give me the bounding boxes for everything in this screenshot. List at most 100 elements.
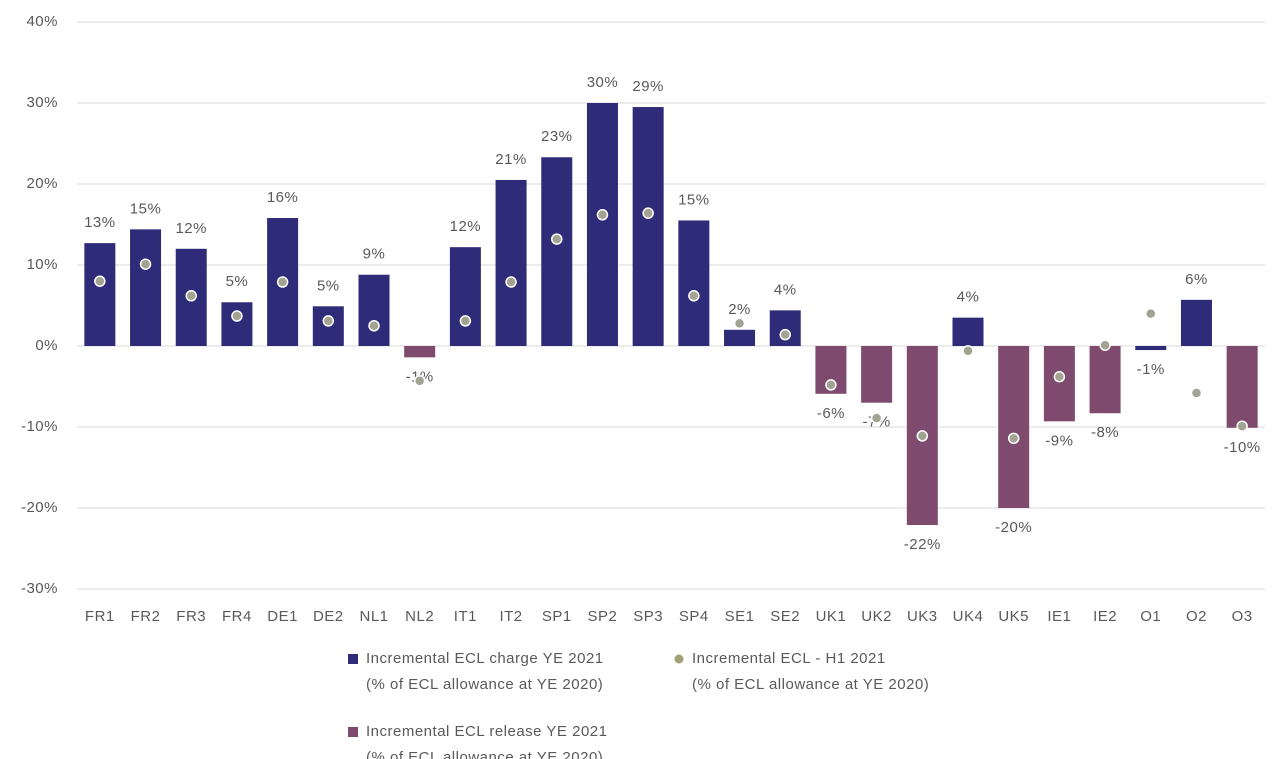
y-tick-label: 40% bbox=[26, 13, 58, 30]
bar bbox=[1043, 346, 1075, 422]
dot bbox=[368, 320, 380, 332]
dot bbox=[322, 315, 335, 327]
dot bbox=[94, 275, 106, 287]
data-label: 23% bbox=[541, 128, 573, 145]
y-tick-label: -20% bbox=[21, 499, 58, 516]
data-label: -6% bbox=[817, 405, 845, 422]
data-label: 12% bbox=[175, 220, 207, 237]
y-tick-label: 10% bbox=[26, 256, 58, 273]
x-tick-label: UK2 bbox=[861, 608, 892, 625]
y-tick-label: 0% bbox=[35, 337, 58, 354]
y-tick-label: -10% bbox=[21, 418, 58, 435]
bar bbox=[130, 229, 162, 346]
bar bbox=[541, 157, 573, 346]
x-tick-label: SP2 bbox=[588, 608, 618, 625]
data-label: 2% bbox=[728, 301, 751, 318]
data-label: 4% bbox=[774, 281, 797, 298]
data-label: 13% bbox=[84, 214, 116, 231]
data-label: -10% bbox=[1224, 439, 1261, 456]
x-tick-label: IE1 bbox=[1047, 608, 1071, 625]
legend-marker bbox=[348, 727, 358, 737]
bar bbox=[449, 247, 481, 346]
data-label: 15% bbox=[678, 191, 710, 208]
x-tick-label: O1 bbox=[1140, 608, 1161, 625]
bar bbox=[221, 302, 253, 346]
dot bbox=[642, 207, 654, 219]
x-tick-label: FR4 bbox=[222, 608, 252, 625]
bar bbox=[861, 346, 893, 403]
bar bbox=[404, 346, 436, 358]
bar bbox=[358, 274, 390, 346]
bar bbox=[952, 317, 984, 346]
x-tick-label: O3 bbox=[1232, 608, 1253, 625]
data-label: 6% bbox=[1185, 271, 1208, 288]
bar bbox=[724, 329, 756, 346]
data-label: 29% bbox=[632, 78, 664, 95]
bar bbox=[1226, 346, 1258, 428]
bar bbox=[495, 179, 527, 346]
dot bbox=[551, 233, 563, 245]
dot bbox=[185, 290, 197, 302]
dot bbox=[1053, 371, 1066, 383]
dot bbox=[231, 310, 243, 322]
bar bbox=[1089, 346, 1121, 414]
dot bbox=[459, 315, 472, 327]
x-tick-label: SP1 bbox=[542, 608, 572, 625]
data-label: -1% bbox=[1137, 361, 1165, 378]
y-tick-label: -30% bbox=[21, 580, 58, 597]
legend-marker bbox=[348, 654, 358, 664]
x-tick-label: SE2 bbox=[770, 608, 800, 625]
data-label: 30% bbox=[587, 74, 619, 91]
data-label: -20% bbox=[995, 519, 1032, 536]
bar bbox=[998, 346, 1030, 508]
data-label: 9% bbox=[363, 246, 386, 263]
legend-marker bbox=[674, 654, 684, 664]
bar bbox=[678, 220, 710, 346]
dot bbox=[779, 328, 791, 341]
bar bbox=[1180, 299, 1212, 346]
dot bbox=[276, 276, 289, 288]
x-tick-label: NL2 bbox=[405, 608, 434, 625]
x-tick-label: DE1 bbox=[267, 608, 298, 625]
data-label: 12% bbox=[450, 218, 482, 235]
bar bbox=[1135, 346, 1167, 351]
x-tick-label: UK3 bbox=[907, 608, 938, 625]
data-label: -22% bbox=[904, 536, 941, 553]
x-tick-label: IE2 bbox=[1093, 608, 1117, 625]
x-tick-label: DE2 bbox=[313, 608, 344, 625]
x-tick-label: UK4 bbox=[953, 608, 984, 625]
y-tick-label: 20% bbox=[26, 175, 58, 192]
legend-label: Incremental ECL charge YE 2021 bbox=[366, 650, 604, 667]
bar bbox=[769, 310, 801, 346]
dot bbox=[1190, 387, 1203, 399]
x-tick-label: IT2 bbox=[499, 608, 522, 625]
legend-sublabel: (% of ECL allowance at YE 2020) bbox=[692, 676, 929, 693]
data-label: 15% bbox=[130, 200, 162, 217]
x-tick-label: SP4 bbox=[679, 608, 709, 625]
x-tick-label: O2 bbox=[1186, 608, 1207, 625]
x-tick-label: FR1 bbox=[85, 608, 115, 625]
dot bbox=[505, 276, 517, 288]
x-tick-label: UK1 bbox=[816, 608, 847, 625]
legend-label: Incremental ECL release YE 2021 bbox=[366, 723, 607, 740]
data-label: -9% bbox=[1045, 432, 1073, 449]
dot bbox=[962, 345, 974, 357]
legend-sublabel: (% of ECL allowance at YE 2020) bbox=[366, 676, 603, 693]
data-label: 21% bbox=[495, 151, 527, 168]
data-label: 16% bbox=[267, 189, 299, 206]
data-label: 5% bbox=[226, 273, 249, 290]
dot bbox=[1007, 432, 1020, 445]
dot bbox=[139, 258, 152, 270]
dot bbox=[733, 317, 746, 330]
dot bbox=[916, 430, 929, 442]
bar bbox=[632, 107, 664, 346]
dot bbox=[870, 412, 883, 424]
dot bbox=[596, 209, 609, 221]
x-tick-label: FR3 bbox=[176, 608, 206, 625]
x-tick-label: IT1 bbox=[454, 608, 477, 625]
bar bbox=[586, 103, 618, 346]
y-tick-label: 30% bbox=[26, 94, 58, 111]
legend-label: Incremental ECL - H1 2021 bbox=[692, 650, 886, 667]
x-tick-label: FR2 bbox=[131, 608, 161, 625]
